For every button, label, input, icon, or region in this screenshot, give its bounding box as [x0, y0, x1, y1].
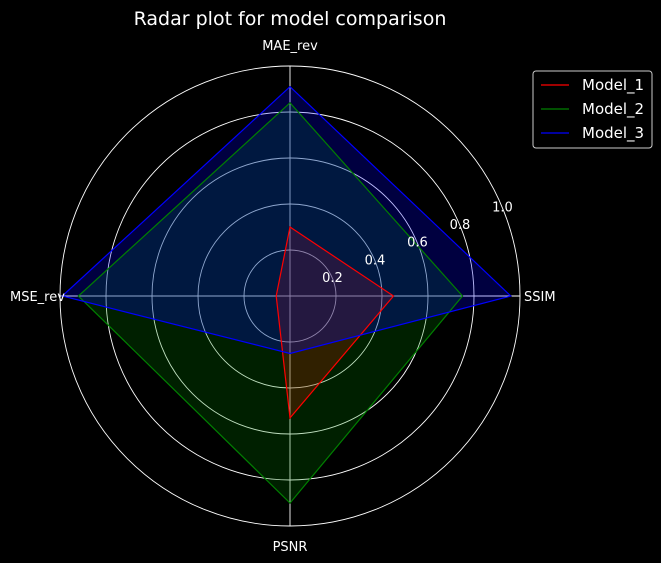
axis-label-psnr: PSNR [273, 540, 308, 555]
radial-tick-labels: 0.2 0.4 0.6 0.8 1.0 [322, 200, 513, 285]
series-line-model-2 [77, 101, 464, 504]
series-fill-model-1 [276, 227, 394, 418]
r-tick-label-3: 0.6 [407, 236, 428, 251]
axis-label-ssim: SSIM [524, 290, 556, 305]
chart-title: Radar plot for model comparison [134, 8, 447, 30]
axis-label-mae-rev: MAE_rev [262, 39, 318, 54]
series-fill-model-3 [62, 86, 511, 354]
axis-label-mse-rev: MSE_rev [10, 290, 65, 305]
legend-box [532, 70, 653, 149]
r-tick-label-1: 0.2 [322, 271, 343, 286]
legend-label-model-3: Model_3 [582, 124, 644, 143]
series-line-model-1 [275, 226, 395, 420]
series-lines [61, 85, 512, 504]
r-tick-label-2: 0.4 [365, 253, 386, 268]
series-fills [62, 86, 511, 504]
r-tick-label-5: 1.0 [492, 200, 513, 215]
legend-label-model-1: Model_1 [582, 76, 644, 95]
legend-label-model-2: Model_2 [582, 100, 644, 119]
series-fill-model-2 [78, 102, 463, 504]
radar-grid [59, 65, 521, 527]
r-tick-label-4: 0.8 [450, 218, 471, 233]
legend: Model_1 Model_2 Model_3 [532, 70, 653, 149]
series-line-model-3 [61, 85, 512, 355]
